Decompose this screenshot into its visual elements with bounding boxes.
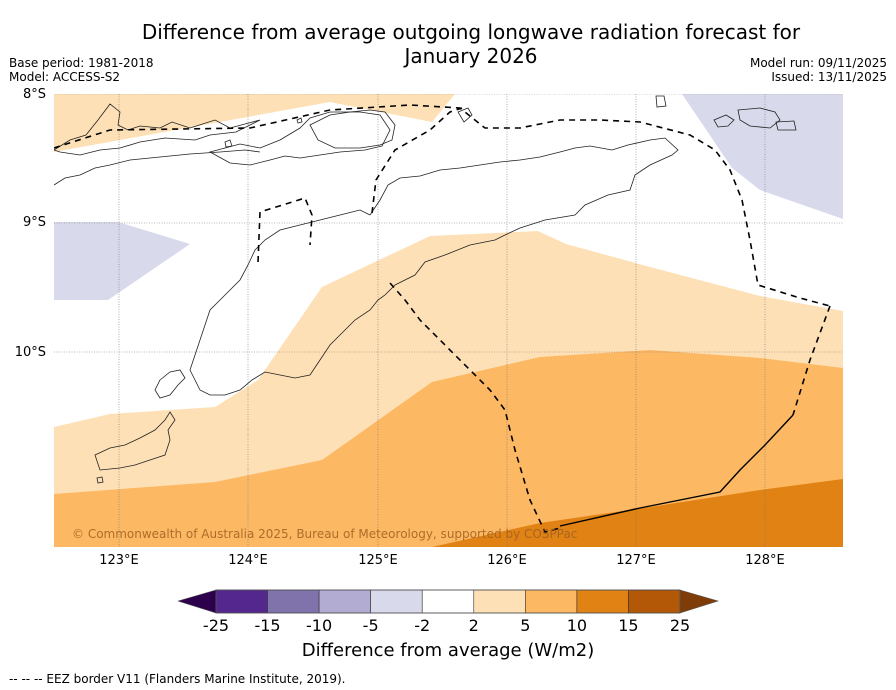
colorbar-tick-label: 5	[520, 616, 531, 635]
coastline-atauro	[457, 107, 473, 123]
coastline-small-island-3	[96, 476, 104, 484]
colorbar-segment	[525, 589, 578, 614]
coastline-flores-east	[54, 103, 261, 156]
coastline-small-island-4	[655, 95, 667, 108]
boundary-line-solid	[559, 414, 794, 527]
anomaly-region-lightorange-north	[54, 94, 455, 152]
colorbar-over-arrow	[679, 589, 720, 614]
colorbar-tick-label: 2	[468, 616, 479, 635]
lat-label-10s: 10°S	[14, 345, 46, 360]
eez-border	[54, 104, 831, 533]
coastline-island-east-2	[737, 107, 781, 129]
colorbar-segment	[215, 589, 268, 614]
lon-label-126e: 126°E	[487, 553, 527, 568]
anomaly-region-lightpurple-west	[54, 222, 190, 300]
lon-label-123e: 123°E	[99, 553, 139, 568]
title-line-1: Difference from average outgoing longwav…	[141, 20, 801, 44]
lon-label-128e: 128°E	[745, 553, 785, 568]
gridlines	[54, 94, 843, 547]
model-run: Model run: 09/11/2025	[749, 56, 887, 70]
base-period: Base period: 1981-2018	[9, 56, 154, 70]
lon-label-127e: 127°E	[616, 553, 656, 568]
map-panel	[54, 94, 843, 547]
coastline-alor	[208, 111, 391, 166]
colorbar	[178, 589, 720, 614]
model-name: Model: ACCESS-S2	[9, 70, 121, 84]
colorbar-segment	[576, 589, 629, 614]
colorbar-segment	[628, 589, 681, 614]
colorbar-tick-label: -10	[306, 616, 333, 635]
coastline-timor-north	[54, 137, 679, 301]
eez-border-enclave	[257, 197, 313, 263]
colorbar-tick-label: -25	[202, 616, 230, 635]
coastlines	[54, 95, 797, 484]
coastline-sawu	[94, 411, 176, 471]
lon-label-124e: 124°E	[228, 553, 268, 568]
meta-left: Base period: 1981-2018 Model: ACCESS-S2	[9, 56, 154, 84]
anomaly-region-lightpurple-east	[682, 94, 843, 219]
colorbar-tick-label: -2	[414, 616, 431, 635]
colorbar-label: Difference from average (W/m2)	[301, 640, 595, 661]
colorbar-segment	[473, 589, 526, 614]
colorbar-tick-label: 15	[618, 616, 639, 635]
coastline-island-east-1	[713, 114, 735, 128]
colorbar-segment	[318, 589, 371, 614]
colorbar-tick-label: -15	[254, 616, 281, 635]
coastline-timor-south	[189, 209, 379, 396]
colorbar-segment	[370, 589, 423, 614]
copyright-notice: © Commonwealth of Australia 2025, Bureau…	[72, 527, 578, 541]
eez-border-west	[371, 107, 463, 214]
footnote-eez: -- -- -- EEZ border V11 (Flanders Marine…	[9, 672, 346, 686]
coastline-island-east-3	[775, 120, 797, 131]
meta-right: Model run: 09/11/2025 Issued: 13/11/2025	[750, 56, 887, 84]
coastline-small-island-1	[224, 139, 233, 148]
map-title: Difference from average outgoing longwav…	[0, 20, 896, 68]
anomaly-region-mediumorange	[54, 350, 843, 547]
eez-border-north	[54, 104, 831, 307]
colorbar-tick-label: 10	[566, 616, 588, 635]
lon-label-125e: 125°E	[358, 553, 398, 568]
eez-border-east	[792, 305, 831, 416]
issued-date: Issued: 13/11/2025	[771, 70, 887, 84]
coastline-small-island-2	[296, 117, 303, 124]
colorbar-under-arrow	[178, 589, 217, 614]
colorbar-segment	[421, 589, 475, 614]
anomaly-region-darkorange	[432, 479, 843, 547]
coastline-rote	[154, 369, 186, 399]
eez-border-south	[389, 282, 561, 533]
lat-label-8s: 8°S	[22, 87, 46, 102]
colorbar-segment	[267, 589, 320, 614]
lat-label-9s: 9°S	[22, 215, 46, 230]
coastline-wetar	[309, 109, 396, 149]
title-line-2: January 2026	[404, 44, 538, 68]
colorbar-tick-label: 25	[669, 616, 691, 635]
colorbar-tick-label: -5	[362, 616, 379, 635]
